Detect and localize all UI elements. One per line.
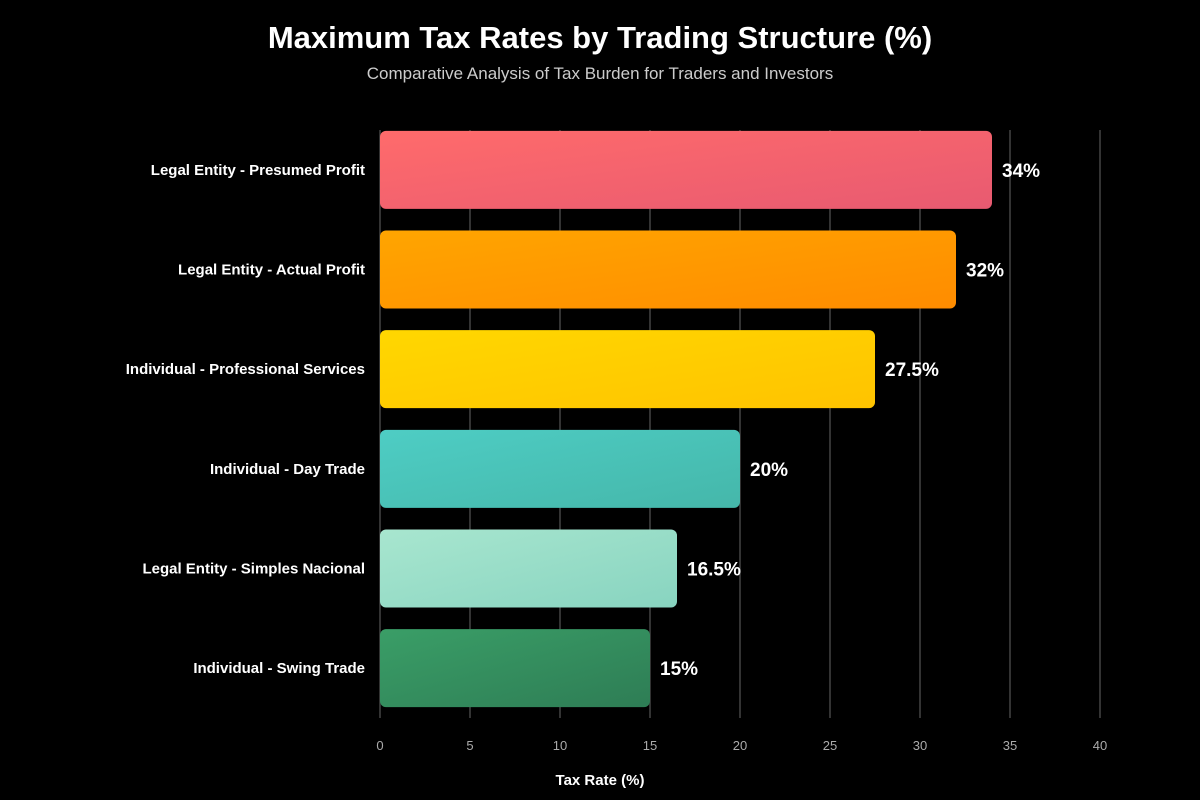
value-label: 20% <box>750 460 788 481</box>
bar-5 <box>380 629 650 708</box>
value-label: 34% <box>1002 161 1040 182</box>
bar-4 <box>380 529 677 608</box>
value-label: 16.5% <box>687 560 741 581</box>
bar-3 <box>380 429 740 508</box>
x-tick-label: 30 <box>913 738 927 753</box>
bar-2 <box>380 330 875 409</box>
x-axis-title: Tax Rate (%) <box>556 772 645 789</box>
value-label: 15% <box>660 659 698 680</box>
category-label: Individual - Day Trade <box>210 461 365 478</box>
value-label: 27.5% <box>885 360 939 381</box>
x-tick-label: 20 <box>733 738 747 753</box>
labels: Legal Entity - Presumed Profit 34% Legal E… <box>126 161 1040 680</box>
category-label: Individual - Professional Services <box>126 361 365 378</box>
category-label: Legal Entity - Presumed Profit <box>151 162 365 179</box>
bars <box>380 130 992 708</box>
category-label: Legal Entity - Simples Nacional <box>142 561 365 578</box>
x-axis-ticks: 0 5 10 15 20 25 30 35 40 <box>376 738 1107 753</box>
x-tick-label: 5 <box>466 738 473 753</box>
x-tick-label: 15 <box>643 738 657 753</box>
bar-1 <box>380 230 956 309</box>
x-tick-label: 35 <box>1003 738 1017 753</box>
x-tick-label: 25 <box>823 738 837 753</box>
chart-title: Maximum Tax Rates by Trading Structure (… <box>267 20 933 55</box>
chart-subtitle: Comparative Analysis of Tax Burden for T… <box>366 64 834 83</box>
x-tick-label: 40 <box>1093 738 1107 753</box>
x-tick-label: 10 <box>553 738 567 753</box>
x-tick-label: 0 <box>376 738 383 753</box>
bar-0 <box>380 130 992 209</box>
grid-lines <box>379 130 1101 718</box>
value-label: 32% <box>966 261 1004 282</box>
category-label: Legal Entity - Actual Profit <box>178 262 365 279</box>
category-label: Individual - Swing Trade <box>193 660 365 677</box>
